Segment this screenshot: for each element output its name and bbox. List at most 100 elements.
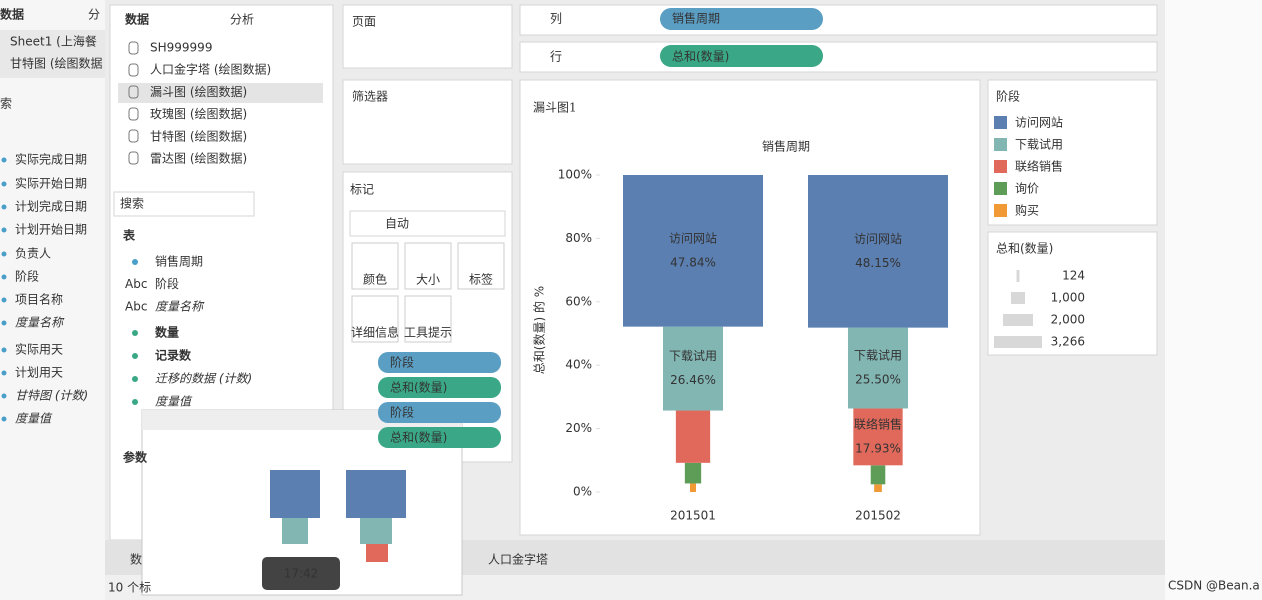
legend-title: 阶段 [996,89,1020,104]
field: 负责人 [15,247,51,261]
columns-pill[interactable] [660,8,823,30]
size-swatch [994,336,1042,348]
status-text: 10 个标 [108,581,151,595]
mark-button[interactable] [404,295,452,343]
tab: 数据 [125,12,149,27]
sheet-tab: 数 [130,552,142,567]
field: 实际用天 [15,342,63,357]
thumbnail-shape [346,470,406,518]
tab: 数据 [0,7,24,22]
pill[interactable] [378,377,501,398]
legend-label: 询价 [1015,182,1039,196]
pill-label: 销售周期 [672,11,720,26]
field-icon [132,330,138,336]
legend-swatch [994,160,1007,173]
pill[interactable] [378,352,501,373]
card-title: 页面 [352,15,376,29]
pill-label: 阶段 [390,355,414,370]
card-title: 筛选器 [352,89,388,104]
shelf-label: 行 [550,50,562,64]
funnel-segment [623,175,763,327]
size-swatch [1003,314,1033,326]
legend-label: 下载试用 [1015,137,1063,152]
field-icon [132,353,138,359]
field: 阶段 [15,269,39,284]
time-badge [262,557,340,590]
source-icon [128,85,139,99]
thumbnail-shape [270,470,320,518]
field-icon [1,181,7,187]
funnel-segment [662,326,724,411]
field-icon [1,274,7,280]
value-label: 47.84% [670,255,716,269]
field: 计划完成日期 [15,199,87,214]
x-tick-label: 201501 [670,509,716,523]
tab: 分 [88,8,100,22]
thumbnail-shape [282,518,308,544]
field-icon [1,251,7,257]
legend-label: 联络销售 [1015,159,1063,174]
background-source-list [0,30,105,78]
chart-title: 漏斗图1 [533,101,577,115]
field: 度量名称 [15,316,65,330]
selected-source [118,83,323,103]
field-icon [1,297,7,303]
field-icon [132,399,138,405]
mark-button-label: 详细信息 [351,325,399,340]
source-icon [128,107,139,121]
field: 计划用天 [15,366,63,380]
mark-type-dropdown[interactable] [349,210,506,237]
funnel-segment [684,462,702,484]
segment-name: 访问网站 [854,232,902,246]
measure: 记录数 [155,348,192,363]
mark-button[interactable] [404,242,452,290]
pages-card [342,4,513,69]
pill-label: 总和(数量) [390,380,447,395]
y-tick-label: 100% [558,168,592,182]
mark-button[interactable] [351,242,399,290]
pill[interactable] [378,402,501,423]
funnel-segment [870,465,886,485]
card-title: 标记 [350,183,374,197]
sheet-tab: 人口金字塔 [488,552,548,567]
segment-name: 下载试用 [669,348,717,363]
source: 甘特图 (绘图数据) [150,128,247,143]
y-tick-label: 80% [565,231,592,245]
field-icon [1,370,7,376]
measure: 迁移的数据 (计数) [155,372,252,386]
x-axis-title: 销售周期 [762,139,810,154]
legend-label: 访问网站 [1015,116,1063,130]
mark-button-label: 颜色 [363,272,387,287]
source: 雷达图 (绘图数据) [150,151,247,166]
pill-label: 总和(数量) [672,49,729,64]
mark-button-label: 大小 [416,273,440,287]
field-icon [132,376,138,382]
segment-name: 下载试用 [854,348,902,363]
segment-name: 联络销售 [854,416,902,431]
legend-swatch [994,182,1007,195]
time-label: 17:42 [284,567,319,581]
mark-button[interactable] [351,295,399,343]
y-tick-label: 20% [565,421,592,435]
source: Sheet1 (上海餐 [10,34,97,49]
source-icon [128,151,139,165]
mark-type: 自动 [385,217,409,231]
color-legend [987,79,1158,226]
field-type: Abc [125,300,147,314]
legend-title: 总和(数量) [996,241,1053,256]
value-label: 17.93% [855,441,901,455]
rows-pill[interactable] [660,45,823,67]
dimension: 阶段 [155,276,179,291]
pill[interactable] [378,427,501,448]
size-label: 2,000 [1051,313,1085,327]
watermark: CSDN @Bean.a [1168,579,1260,593]
search: 索 [0,97,12,111]
legend-swatch [994,204,1007,217]
mark-button[interactable] [457,242,505,290]
legend-label: 购买 [1015,203,1039,218]
search-box [113,191,255,217]
size-swatch [1011,292,1025,304]
size-label: 3,266 [1051,335,1085,349]
shelf-label: 列 [550,12,562,26]
